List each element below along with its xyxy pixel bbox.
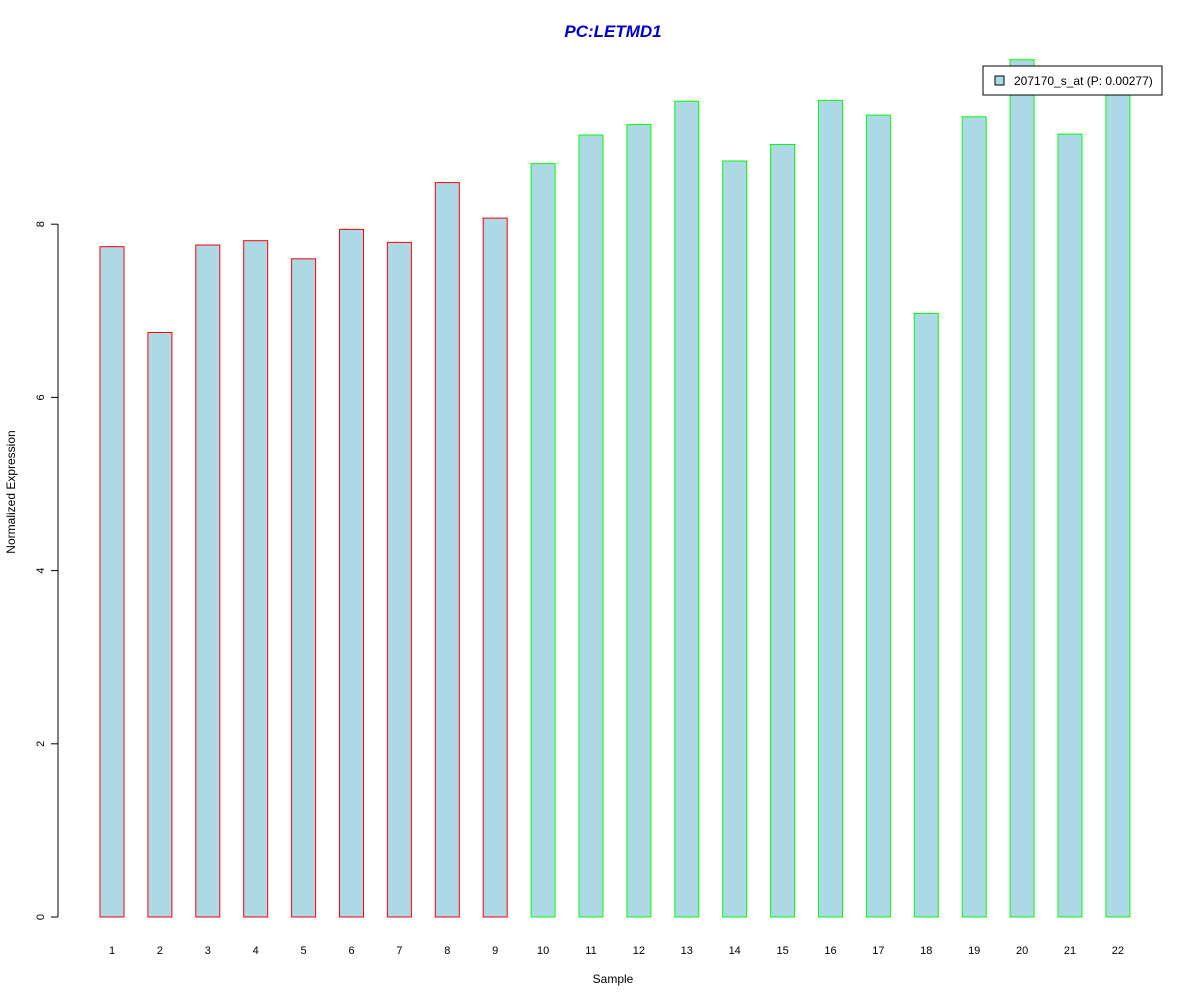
- x-tick-label: 19: [968, 945, 980, 957]
- x-tick-label: 16: [824, 945, 836, 957]
- x-tick-label: 8: [444, 945, 450, 957]
- bar-sample-1: [99, 246, 125, 918]
- legend: 207170_s_at (P: 0.00277): [982, 65, 1163, 96]
- bar-sample-5: [291, 258, 317, 918]
- y-tick-label: 0: [35, 914, 47, 920]
- x-axis-label: Sample: [593, 972, 634, 986]
- bar-sample-7: [386, 241, 412, 918]
- x-tick-label: 17: [872, 945, 884, 957]
- x-tick-label: 7: [396, 945, 402, 957]
- bar-sample-18: [913, 312, 939, 918]
- bars-group: [99, 59, 1131, 918]
- x-tick-label: 9: [492, 945, 498, 957]
- y-tick-label: 6: [35, 394, 47, 400]
- y-axis-label: Normalized Expression: [4, 430, 18, 553]
- bar-sample-9: [482, 217, 508, 918]
- x-tick-label: 18: [920, 945, 932, 957]
- x-tick-label: 2: [157, 945, 163, 957]
- x-tick-label: 14: [729, 945, 741, 957]
- bar-sample-19: [961, 116, 987, 918]
- bar-sample-14: [722, 160, 748, 918]
- y-tick-label: 2: [35, 741, 47, 747]
- chart-title: PC:LETMD1: [564, 22, 661, 41]
- x-tick-label: 5: [301, 945, 307, 957]
- x-tick-label: 3: [205, 945, 211, 957]
- bar-sample-16: [818, 99, 843, 918]
- bar-sample-11: [578, 134, 604, 918]
- bar-sample-10: [530, 163, 556, 918]
- bar-sample-20: [1009, 59, 1035, 918]
- bar-sample-4: [243, 240, 269, 918]
- y-tick-label: 4: [35, 568, 47, 574]
- bar-sample-6: [339, 228, 364, 918]
- bar-sample-22: [1105, 85, 1131, 918]
- x-tick-label: 22: [1112, 945, 1124, 957]
- x-tick-label: 20: [1016, 945, 1028, 957]
- x-tick-label: 1: [109, 945, 115, 957]
- bar-sample-12: [626, 124, 652, 918]
- x-tick-label: 13: [681, 945, 693, 957]
- bar-sample-17: [865, 114, 891, 918]
- x-tick-label: 12: [633, 945, 645, 957]
- legend-box: [982, 65, 1163, 96]
- bar-sample-13: [674, 100, 700, 918]
- x-tick-label: 11: [585, 945, 596, 957]
- bar-sample-3: [195, 244, 221, 918]
- x-tick-label: 15: [776, 945, 788, 957]
- bar-sample-2: [147, 332, 173, 918]
- legend-swatch: [994, 75, 1005, 86]
- bar-sample-8: [434, 182, 460, 918]
- x-tick-label: 4: [253, 945, 259, 957]
- x-tick-label: 10: [537, 945, 549, 957]
- x-tick-label: 6: [348, 945, 354, 957]
- y-axis: 0 2 4 6 8: [35, 221, 59, 920]
- y-tick-label: 8: [35, 221, 47, 227]
- x-tick-label: 21: [1064, 945, 1076, 957]
- legend-label: 207170_s_at (P: 0.00277): [1014, 74, 1153, 88]
- bar-sample-15: [770, 144, 796, 918]
- bar-sample-21: [1057, 133, 1083, 918]
- x-tick-labels: 1 2 3 4 5 6 7 8 9 10 11 12 13 14 15 16 17 18 19 20 21 22: [109, 945, 1124, 957]
